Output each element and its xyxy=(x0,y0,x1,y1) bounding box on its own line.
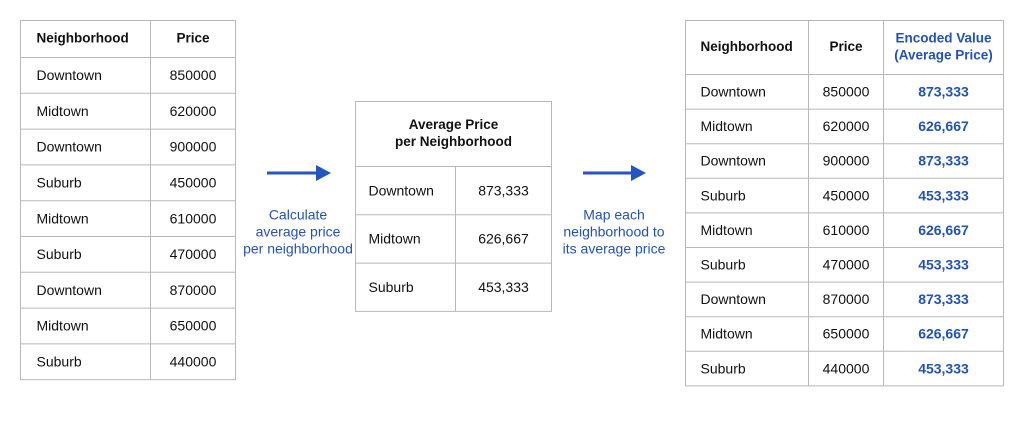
table-cell: Suburb xyxy=(37,246,82,262)
table-cell: 900000 xyxy=(823,153,870,169)
table-border xyxy=(20,20,236,381)
table-cell: Suburb xyxy=(37,175,82,191)
table-cell: Suburb xyxy=(369,279,414,295)
table-cell: 870000 xyxy=(170,282,217,298)
table-cell: 440000 xyxy=(170,354,217,370)
table-cell: 873,333 xyxy=(918,153,969,169)
header-cell: Neighborhood xyxy=(37,31,129,46)
step-caption: Calculate xyxy=(269,207,328,223)
table-cell: 453,333 xyxy=(918,187,969,203)
table-cell: 610000 xyxy=(170,210,217,226)
header-cell: Encoded Value xyxy=(895,31,992,46)
arrow-2 xyxy=(583,165,646,181)
table-cell: 850000 xyxy=(823,84,870,100)
table-cell: 470000 xyxy=(823,257,870,273)
header-cell: Neighborhood xyxy=(701,39,793,54)
table-cell: Downtown xyxy=(701,153,766,169)
table-cell: Suburb xyxy=(37,354,82,370)
table-cell: Downtown xyxy=(701,84,766,100)
table-cell: 873,333 xyxy=(918,84,969,100)
step-caption: its average price xyxy=(563,241,666,257)
table-cell: 620000 xyxy=(170,103,217,119)
right-table: Neighborhood Price Encoded Value (Average P… xyxy=(685,20,1004,387)
table-cell: 626,667 xyxy=(918,222,969,238)
left-table: Neighborhood Price Downtown 850000 Midtown 62… xyxy=(20,20,236,381)
table-cell: 626,667 xyxy=(918,118,969,134)
header-cell: Price xyxy=(829,39,863,54)
header-cell: (Average Price) xyxy=(894,48,993,63)
table-cell: Midtown xyxy=(369,231,421,247)
table-cell: 470000 xyxy=(170,246,217,262)
table-title: per Neighborhood xyxy=(395,134,512,149)
arrow-head xyxy=(316,165,331,181)
step-caption: Map each xyxy=(583,207,644,223)
table-cell: 453,333 xyxy=(918,360,969,376)
table-cell: 453,333 xyxy=(478,279,529,295)
middle-table: Average Price per Neighborhood Downtown 873… xyxy=(355,101,552,312)
table-cell: Downtown xyxy=(37,139,102,155)
table-cell: 450000 xyxy=(823,187,870,203)
step-caption: neighborhood to xyxy=(563,224,664,240)
table-cell: 900000 xyxy=(170,139,217,155)
table-cell: Midtown xyxy=(37,210,89,226)
table-cell: 870000 xyxy=(823,291,870,307)
table-cell: 650000 xyxy=(170,318,217,334)
table-cell: 620000 xyxy=(823,118,870,134)
table-cell: 626,667 xyxy=(478,231,529,247)
table-cell: 610000 xyxy=(823,222,870,238)
table-cell: Suburb xyxy=(701,360,746,376)
step-caption: average price xyxy=(256,224,341,240)
table-border xyxy=(685,20,1004,387)
table-cell: 650000 xyxy=(823,326,870,342)
table-cell: 873,333 xyxy=(918,291,969,307)
table-cell: Downtown xyxy=(701,291,766,307)
table-cell: Midtown xyxy=(37,318,89,334)
table-cell: Midtown xyxy=(701,118,753,134)
table-cell: Downtown xyxy=(37,67,102,83)
header-cell: Price xyxy=(176,31,210,46)
table-title: Average Price xyxy=(409,117,499,132)
table-cell: Midtown xyxy=(701,222,753,238)
table-cell: Midtown xyxy=(37,103,89,119)
table-cell: Downtown xyxy=(37,282,102,298)
arrow-1 xyxy=(267,165,331,181)
table-cell: 450000 xyxy=(170,175,217,191)
table-cell: Downtown xyxy=(369,182,434,198)
table-cell: Suburb xyxy=(701,257,746,273)
table-cell: 440000 xyxy=(823,360,870,376)
table-border xyxy=(355,101,552,312)
arrow-head xyxy=(631,165,646,181)
table-cell: 873,333 xyxy=(478,182,529,198)
table-cell: Midtown xyxy=(701,326,753,342)
table-cell: 626,667 xyxy=(918,326,969,342)
table-cell: 453,333 xyxy=(918,257,969,273)
table-cell: Suburb xyxy=(701,187,746,203)
step-caption: per neighborhood xyxy=(243,241,353,257)
table-cell: 850000 xyxy=(170,67,217,83)
